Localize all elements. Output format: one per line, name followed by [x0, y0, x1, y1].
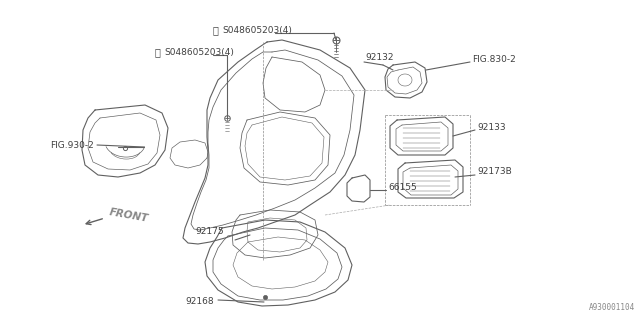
Text: S048605203(4): S048605203(4)	[164, 47, 234, 57]
Text: Ⓢ: Ⓢ	[155, 47, 161, 57]
Text: 92173B: 92173B	[477, 167, 512, 177]
Text: FRONT: FRONT	[108, 207, 149, 223]
Text: 66155: 66155	[388, 183, 417, 193]
Text: Ⓢ: Ⓢ	[213, 25, 219, 35]
Text: 92133: 92133	[477, 124, 506, 132]
Text: 92168: 92168	[185, 298, 214, 307]
Text: 92132: 92132	[365, 53, 394, 62]
Text: FIG.830-2: FIG.830-2	[472, 55, 516, 65]
Text: S048605203(4): S048605203(4)	[222, 26, 292, 35]
Text: FIG.930-2: FIG.930-2	[50, 140, 93, 149]
Text: 92175: 92175	[195, 228, 223, 236]
Text: A930001104: A930001104	[589, 303, 635, 312]
